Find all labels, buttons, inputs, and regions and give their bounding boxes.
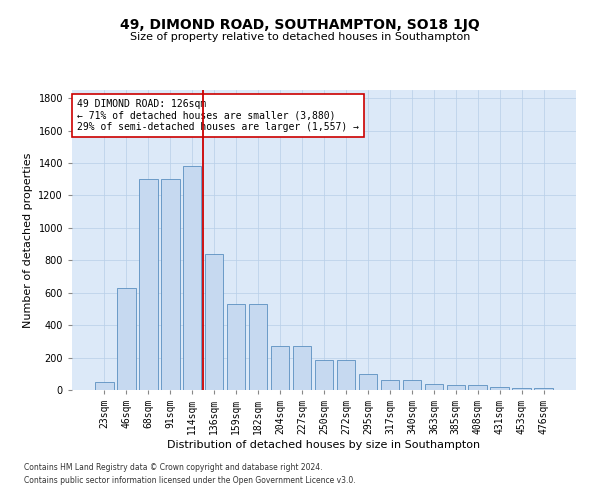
Bar: [535, 388, 553, 390]
Bar: [95, 382, 113, 390]
Bar: [469, 385, 487, 390]
X-axis label: Distribution of detached houses by size in Southampton: Distribution of detached houses by size …: [167, 440, 481, 450]
Bar: [425, 384, 443, 390]
Bar: [314, 360, 334, 390]
Bar: [205, 254, 223, 390]
Text: Contains public sector information licensed under the Open Government Licence v3: Contains public sector information licen…: [24, 476, 356, 485]
Text: Contains HM Land Registry data © Crown copyright and database right 2024.: Contains HM Land Registry data © Crown c…: [24, 464, 323, 472]
Bar: [337, 360, 355, 390]
Bar: [139, 179, 158, 390]
Y-axis label: Number of detached properties: Number of detached properties: [23, 152, 33, 328]
Bar: [161, 179, 179, 390]
Bar: [490, 387, 509, 390]
Bar: [359, 374, 377, 390]
Text: 49, DIMOND ROAD, SOUTHAMPTON, SO18 1JQ: 49, DIMOND ROAD, SOUTHAMPTON, SO18 1JQ: [120, 18, 480, 32]
Bar: [271, 346, 289, 390]
Bar: [293, 346, 311, 390]
Bar: [183, 166, 202, 390]
Bar: [403, 380, 421, 390]
Bar: [512, 388, 531, 390]
Bar: [249, 304, 268, 390]
Text: Size of property relative to detached houses in Southampton: Size of property relative to detached ho…: [130, 32, 470, 42]
Bar: [446, 385, 465, 390]
Bar: [117, 288, 136, 390]
Bar: [227, 304, 245, 390]
Text: 49 DIMOND ROAD: 126sqm
← 71% of detached houses are smaller (3,880)
29% of semi-: 49 DIMOND ROAD: 126sqm ← 71% of detached…: [77, 99, 359, 132]
Bar: [380, 380, 399, 390]
